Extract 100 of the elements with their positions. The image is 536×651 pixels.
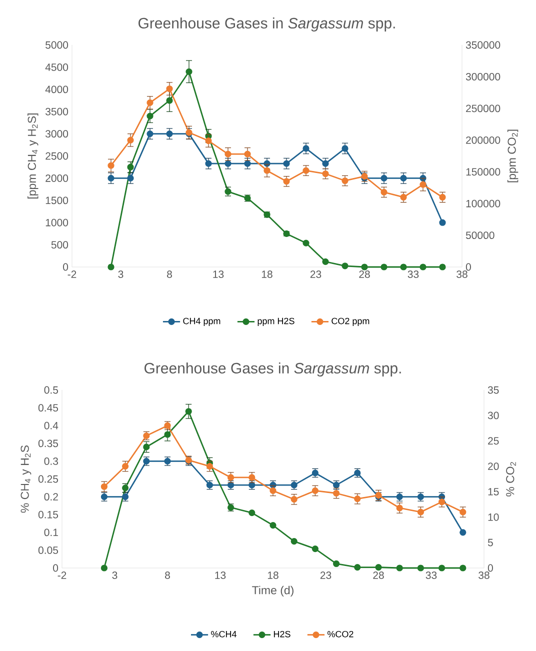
y2-tick-label: 25 bbox=[488, 437, 499, 445]
y-tick-label: 0.15 bbox=[38, 510, 58, 518]
y2-tick-label: 0 bbox=[466, 263, 471, 271]
point bbox=[166, 85, 173, 92]
point bbox=[400, 264, 407, 270]
point bbox=[283, 160, 290, 167]
point bbox=[375, 564, 382, 571]
legend-label: CH4 ppm bbox=[183, 318, 220, 326]
point bbox=[302, 167, 310, 174]
y-axis-title: [ppm CH$_{4}$ y H$_{2}$S] bbox=[28, 114, 38, 199]
y2-tick-label: 15 bbox=[488, 488, 499, 496]
y-tick-label: 0 bbox=[53, 564, 58, 572]
x-tick-label: 33 bbox=[426, 572, 437, 579]
point bbox=[100, 494, 108, 500]
y-tick-label: 1000 bbox=[46, 218, 68, 226]
point bbox=[127, 174, 134, 182]
point bbox=[380, 188, 388, 196]
y2-tick-label: 30 bbox=[488, 412, 499, 420]
point bbox=[270, 487, 276, 494]
y-tick-label: 4500 bbox=[45, 64, 68, 71]
chart-title: Greenhouse Gases in Sargassum spp. bbox=[138, 17, 395, 32]
y2-tick-label: 50000 bbox=[466, 232, 494, 240]
x-tick-label: 38 bbox=[478, 572, 490, 579]
point bbox=[108, 162, 114, 169]
y2-tick-label: 10 bbox=[488, 513, 499, 521]
y-tick-label: 0.4 bbox=[44, 422, 58, 430]
point bbox=[100, 483, 108, 490]
point bbox=[400, 174, 407, 182]
y2-tick-label: 200000 bbox=[466, 136, 500, 144]
point bbox=[420, 264, 426, 270]
y-tick-label: 0.35 bbox=[38, 440, 58, 448]
y-axis-title: % CH$_{4}$ y H$_{2}$S bbox=[20, 445, 32, 513]
x-tick-label: 3 bbox=[118, 270, 124, 278]
point bbox=[228, 474, 234, 481]
y-tick-label: 0.1 bbox=[44, 528, 58, 536]
point bbox=[244, 150, 251, 158]
y-tick-label: 4000 bbox=[45, 86, 68, 94]
x-tick-label: 8 bbox=[165, 572, 170, 579]
x-tick-label: 18 bbox=[268, 572, 278, 579]
point bbox=[185, 408, 192, 415]
y-tick-label: 3000 bbox=[46, 130, 68, 138]
y2-axis-title: [ppm CO$_{2}$] bbox=[507, 130, 518, 182]
y2-tick-label: 350000 bbox=[466, 41, 500, 49]
point bbox=[460, 508, 466, 516]
point bbox=[420, 181, 426, 188]
point bbox=[186, 68, 192, 75]
y-tick-label: 3500 bbox=[46, 108, 68, 116]
point bbox=[127, 164, 134, 170]
point bbox=[244, 160, 251, 167]
point bbox=[380, 264, 388, 270]
x-tick-label: 33 bbox=[408, 270, 419, 278]
legend-label: %CH4 bbox=[211, 630, 236, 638]
legend-label: CO2 ppm bbox=[332, 318, 370, 326]
point bbox=[439, 264, 446, 270]
x-tick-label: 28 bbox=[373, 572, 384, 579]
point bbox=[146, 99, 154, 106]
point bbox=[122, 494, 129, 500]
y2-tick-label: 0 bbox=[488, 564, 493, 572]
point bbox=[264, 167, 270, 174]
y2-tick-label: 35 bbox=[488, 386, 499, 394]
point bbox=[354, 496, 361, 502]
point bbox=[166, 97, 173, 104]
point bbox=[290, 538, 298, 545]
x-tick-label: 28 bbox=[359, 270, 370, 278]
y-tick-label: 0 bbox=[63, 263, 68, 271]
x-axis-title: Time (d) bbox=[252, 586, 294, 597]
point bbox=[283, 178, 290, 185]
point bbox=[460, 529, 466, 536]
point bbox=[143, 444, 150, 450]
point bbox=[122, 462, 129, 470]
point bbox=[322, 170, 329, 178]
point bbox=[127, 136, 134, 144]
point bbox=[439, 194, 446, 201]
point bbox=[361, 264, 368, 270]
x-tick-label: 13 bbox=[215, 572, 226, 579]
point bbox=[312, 545, 318, 552]
y2-tick-label: 300000 bbox=[466, 73, 500, 80]
point bbox=[302, 240, 310, 246]
point bbox=[342, 145, 348, 152]
point bbox=[322, 160, 329, 167]
point bbox=[354, 564, 361, 571]
point bbox=[396, 504, 403, 512]
point bbox=[312, 487, 318, 494]
point bbox=[290, 496, 298, 503]
y2-tick-label: 250000 bbox=[466, 104, 500, 112]
point bbox=[206, 462, 213, 470]
point bbox=[333, 560, 340, 568]
y-tick-label: 0.45 bbox=[38, 404, 58, 412]
point bbox=[146, 112, 154, 120]
point bbox=[205, 160, 212, 167]
x-tick-label: -2 bbox=[58, 572, 66, 579]
y2-tick-label: 5 bbox=[488, 538, 493, 546]
legend-label: ppm H2S bbox=[258, 318, 294, 326]
point bbox=[417, 564, 424, 572]
point bbox=[333, 490, 340, 497]
y-tick-label: 2500 bbox=[46, 152, 68, 160]
y-tick-label: 0.25 bbox=[38, 475, 58, 483]
y-tick-label: 5000 bbox=[46, 41, 68, 49]
point bbox=[205, 137, 212, 144]
y2-tick-label: 150000 bbox=[466, 168, 500, 176]
